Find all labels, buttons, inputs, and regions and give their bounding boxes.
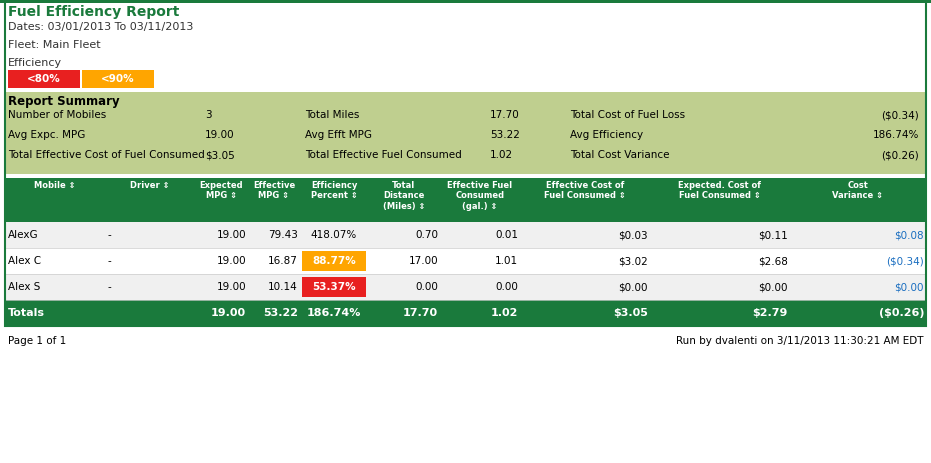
- Text: Fleet: Main Fleet: Fleet: Main Fleet: [8, 40, 101, 50]
- Text: Effective
MPG ⇕: Effective MPG ⇕: [253, 181, 295, 200]
- Text: 1.02: 1.02: [491, 308, 518, 318]
- Bar: [302, 251, 366, 271]
- Text: 19.00: 19.00: [205, 130, 235, 140]
- Text: 3: 3: [205, 110, 211, 120]
- Text: 19.00: 19.00: [211, 308, 246, 318]
- Text: 0.70: 0.70: [415, 230, 438, 240]
- Text: Total Effective Fuel Consumed: Total Effective Fuel Consumed: [305, 150, 462, 160]
- Text: 1.02: 1.02: [490, 150, 513, 160]
- Text: Report Summary: Report Summary: [8, 95, 119, 108]
- Text: $2.79: $2.79: [752, 308, 788, 318]
- Text: $3.05: $3.05: [205, 150, 235, 160]
- Text: ($0.26): ($0.26): [879, 308, 924, 318]
- Text: 186.74%: 186.74%: [307, 308, 361, 318]
- Text: 53.22: 53.22: [490, 130, 519, 140]
- Text: 88.77%: 88.77%: [312, 256, 356, 266]
- Text: 19.00: 19.00: [216, 282, 246, 292]
- Text: $2.68: $2.68: [758, 256, 788, 266]
- Text: Total
Distance
(Miles) ⇕: Total Distance (Miles) ⇕: [383, 181, 425, 211]
- Text: 186.74%: 186.74%: [872, 130, 919, 140]
- Text: Run by dvalenti on 3/11/2013 11:30:21 AM EDT: Run by dvalenti on 3/11/2013 11:30:21 AM…: [676, 336, 923, 346]
- Text: Total Effective Cost of Fuel Consumed: Total Effective Cost of Fuel Consumed: [8, 150, 205, 160]
- Text: 16.87: 16.87: [268, 256, 298, 266]
- Bar: [5, 222, 926, 248]
- Text: $0.03: $0.03: [618, 230, 648, 240]
- Text: Expected. Cost of
Fuel Consumed ⇕: Expected. Cost of Fuel Consumed ⇕: [679, 181, 762, 200]
- Bar: [5, 274, 926, 300]
- Text: Efficiency
Percent ⇕: Efficiency Percent ⇕: [311, 181, 358, 200]
- Text: 53.22: 53.22: [263, 308, 298, 318]
- Text: Fuel Efficiency Report: Fuel Efficiency Report: [8, 5, 180, 19]
- Text: <90%: <90%: [101, 74, 135, 84]
- Text: Effective Fuel
Consumed
(gal.) ⇕: Effective Fuel Consumed (gal.) ⇕: [448, 181, 513, 211]
- Text: ($0.34): ($0.34): [882, 110, 919, 120]
- Bar: [5, 178, 926, 222]
- Text: Alex C: Alex C: [8, 256, 41, 266]
- Text: Totals: Totals: [8, 308, 45, 318]
- Text: 53.37%: 53.37%: [312, 282, 356, 292]
- Text: Number of Mobiles: Number of Mobiles: [8, 110, 106, 120]
- Text: AlexG: AlexG: [8, 230, 38, 240]
- Text: Total Cost Variance: Total Cost Variance: [570, 150, 669, 160]
- Bar: [5, 92, 926, 174]
- Text: Avg Expc. MPG: Avg Expc. MPG: [8, 130, 86, 140]
- Text: 418.07%: 418.07%: [311, 230, 358, 240]
- Bar: [82, 70, 154, 88]
- Text: -: -: [108, 256, 112, 266]
- Text: 17.00: 17.00: [409, 256, 438, 266]
- Text: 0.01: 0.01: [495, 230, 518, 240]
- Bar: [5, 248, 926, 274]
- Text: -: -: [108, 230, 112, 240]
- Text: Driver ⇕: Driver ⇕: [130, 181, 169, 190]
- Text: ($0.34): ($0.34): [886, 256, 924, 266]
- Text: 19.00: 19.00: [216, 230, 246, 240]
- Text: -: -: [108, 282, 112, 292]
- Text: $0.00: $0.00: [618, 282, 648, 292]
- Text: 10.14: 10.14: [268, 282, 298, 292]
- Text: Cost
Variance ⇕: Cost Variance ⇕: [832, 181, 884, 200]
- Text: 79.43: 79.43: [268, 230, 298, 240]
- Text: Total Miles: Total Miles: [305, 110, 359, 120]
- Text: Avg Efft MPG: Avg Efft MPG: [305, 130, 372, 140]
- Text: Efficiency: Efficiency: [8, 58, 62, 68]
- Text: $3.05: $3.05: [614, 308, 648, 318]
- Text: Alex S: Alex S: [8, 282, 40, 292]
- Bar: [0, 0, 931, 3]
- Text: $3.02: $3.02: [618, 256, 648, 266]
- Text: 19.00: 19.00: [216, 256, 246, 266]
- Text: 1.01: 1.01: [495, 256, 518, 266]
- Text: $0.00: $0.00: [895, 282, 924, 292]
- Text: Total Cost of Fuel Loss: Total Cost of Fuel Loss: [570, 110, 685, 120]
- Text: 17.70: 17.70: [403, 308, 438, 318]
- Bar: [5, 300, 926, 326]
- Text: Avg Efficiency: Avg Efficiency: [570, 130, 643, 140]
- Text: $0.11: $0.11: [758, 230, 788, 240]
- Text: Page 1 of 1: Page 1 of 1: [8, 336, 66, 346]
- Text: 17.70: 17.70: [490, 110, 519, 120]
- Bar: [5, 0, 926, 326]
- Text: 0.00: 0.00: [495, 282, 518, 292]
- Text: $0.00: $0.00: [759, 282, 788, 292]
- Text: Effective Cost of
Fuel Consumed ⇕: Effective Cost of Fuel Consumed ⇕: [544, 181, 626, 200]
- Text: Expected
MPG ⇕: Expected MPG ⇕: [199, 181, 243, 200]
- Text: Mobile ⇕: Mobile ⇕: [34, 181, 75, 190]
- Bar: [302, 277, 366, 297]
- Text: ($0.26): ($0.26): [882, 150, 919, 160]
- Text: <80%: <80%: [27, 74, 61, 84]
- Text: 0.00: 0.00: [415, 282, 438, 292]
- Text: $0.08: $0.08: [895, 230, 924, 240]
- Text: Dates: 03/01/2013 To 03/11/2013: Dates: 03/01/2013 To 03/11/2013: [8, 22, 194, 32]
- Bar: [8, 70, 80, 88]
